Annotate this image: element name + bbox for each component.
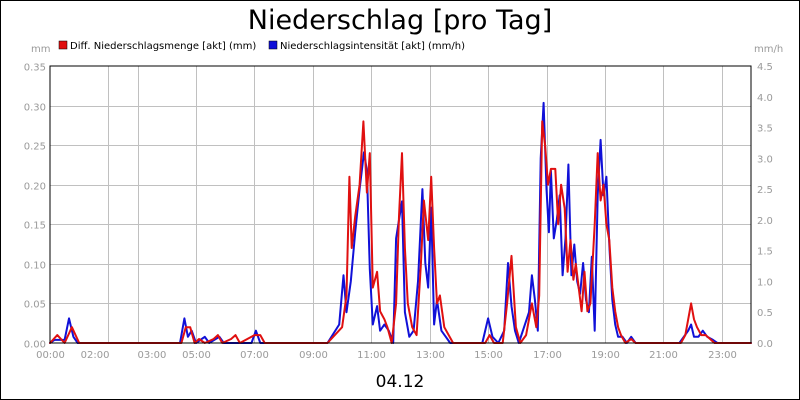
legend-swatch-blue bbox=[268, 40, 278, 50]
x-tick-label: 02:00 bbox=[81, 350, 110, 361]
right-tick-label: 4.0 bbox=[757, 93, 773, 104]
right-axis-ticks: 0.0 0.5 1.0 1.5 2.0 2.5 3.0 3.5 4.0 4.5 bbox=[757, 62, 773, 350]
right-tick-label: 1.0 bbox=[757, 277, 773, 288]
right-tick-label: 3.0 bbox=[757, 154, 773, 165]
left-tick-label: 0.35 bbox=[24, 63, 46, 74]
x-tick-label: 19:00 bbox=[591, 350, 620, 361]
x-tick-label: 09:00 bbox=[299, 350, 328, 361]
right-tick-label: 3.5 bbox=[757, 124, 773, 135]
x-tick-label: 07:00 bbox=[240, 350, 269, 361]
legend-label-niederschlagsintensitaet: Niederschlagsintensität [akt] (mm/h) bbox=[280, 41, 465, 52]
legend-swatch-red bbox=[58, 40, 68, 50]
left-tick-label: 0.10 bbox=[24, 261, 46, 272]
left-tick-label: 0.00 bbox=[24, 340, 46, 351]
right-tick-label: 0.0 bbox=[757, 339, 773, 350]
left-axis-unit: mm bbox=[31, 44, 50, 55]
legend-label-diff-niederschlagsmenge: Diff. Niederschlagsmenge [akt] (mm) bbox=[70, 41, 256, 52]
x-axis-ticks: 00:00 02:00 03:00 05:00 07:00 09:00 11:00 13:00… bbox=[36, 350, 737, 361]
x-tick-label: 15:00 bbox=[474, 350, 503, 361]
legend: Diff. Niederschlagsmenge [akt] (mm) Nied… bbox=[58, 40, 465, 52]
series-line-niederschlagsintensitaet bbox=[49, 101, 752, 344]
x-tick-label: 13:00 bbox=[416, 350, 445, 361]
x-tick-label: 21:00 bbox=[649, 350, 678, 361]
x-tick-label: 05:00 bbox=[182, 350, 211, 361]
right-tick-label: 2.0 bbox=[757, 216, 773, 227]
plot-area-border bbox=[49, 65, 752, 344]
date-label: 04.12 bbox=[376, 372, 425, 392]
left-tick-label: 0.25 bbox=[24, 142, 46, 153]
right-tick-label: 2.5 bbox=[757, 185, 773, 196]
x-tick-label: 00:00 bbox=[36, 350, 65, 361]
left-tick-label: 0.20 bbox=[24, 182, 46, 193]
x-tick-label: 17:00 bbox=[533, 350, 562, 361]
right-tick-label: 4.5 bbox=[757, 62, 773, 73]
x-tick-label: 11:00 bbox=[357, 350, 386, 361]
series-layer bbox=[49, 101, 752, 344]
left-tick-label: 0.05 bbox=[24, 300, 46, 311]
series-line-niederschlagsmenge bbox=[49, 120, 752, 344]
left-tick-label: 0.15 bbox=[24, 221, 46, 232]
right-tick-label: 1.5 bbox=[757, 247, 773, 258]
x-tick-label: 03:00 bbox=[138, 350, 167, 361]
left-axis-ticks: 0.00 0.05 0.10 0.15 0.20 0.25 0.30 0.35 bbox=[24, 63, 46, 351]
left-tick-label: 0.30 bbox=[24, 103, 46, 114]
right-tick-label: 0.5 bbox=[757, 308, 773, 319]
right-axis-unit: mm/h bbox=[754, 44, 783, 55]
chart-title: Niederschlag [pro Tag] bbox=[248, 5, 552, 36]
x-tick-label: 23:00 bbox=[708, 350, 737, 361]
